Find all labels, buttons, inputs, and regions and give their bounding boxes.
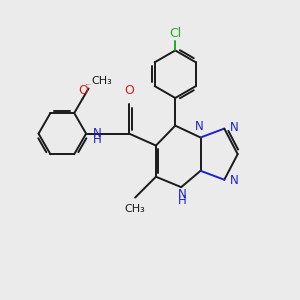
Text: O: O bbox=[78, 84, 88, 97]
Text: N: N bbox=[230, 174, 239, 188]
Text: methoxy: methoxy bbox=[86, 83, 92, 85]
Text: H: H bbox=[92, 133, 101, 146]
Text: N: N bbox=[230, 121, 239, 134]
Text: CH₃: CH₃ bbox=[91, 76, 112, 85]
Text: Cl: Cl bbox=[169, 27, 182, 40]
Text: O: O bbox=[124, 84, 134, 98]
Text: H: H bbox=[177, 194, 186, 207]
Text: N: N bbox=[92, 127, 101, 140]
Text: CH₃: CH₃ bbox=[125, 204, 146, 214]
Text: N: N bbox=[177, 188, 186, 201]
Text: N: N bbox=[195, 120, 203, 134]
